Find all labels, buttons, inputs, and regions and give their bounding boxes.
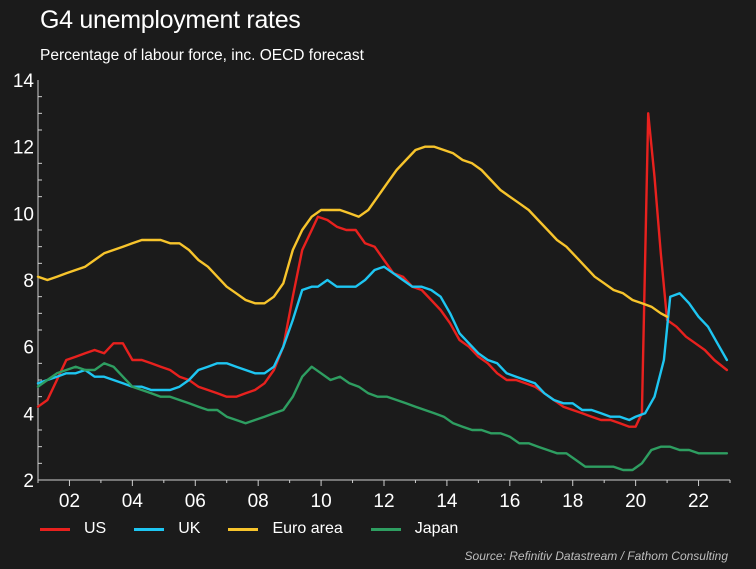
line-chart: 2 4 6 8 10 12 14 02 04 06 08 10 12 14 16 18 20 22 [13,71,731,512]
x-tick-label: 16 [499,491,520,512]
x-tick-label: 08 [248,491,269,512]
x-tick-label: 18 [562,491,583,512]
x-tick-label: 04 [122,491,144,512]
legend-label: Euro area [272,520,343,537]
series-line-euro-area [36,145,669,318]
y-tick-label: 14 [13,71,35,92]
source-note: Source: Refinitiv Datastream / Fathom Co… [464,549,728,563]
series-line-japan [36,362,729,472]
x-tick-label: 02 [59,491,80,512]
legend-item-us: US [40,520,106,538]
x-tick-label: 10 [311,491,332,512]
series-line-us [36,112,729,428]
y-tick-label: 12 [13,138,34,159]
y-tick-label: 4 [23,404,34,425]
legend-swatch [40,527,70,531]
y-tick-label: 10 [13,204,34,225]
x-tick-label: 20 [625,491,646,512]
chart-axes: 2 4 6 8 10 12 14 02 04 06 08 10 12 14 16 18 20 22 [13,71,731,512]
chart-title: G4 unemployment rates [40,6,301,34]
x-tick-label: 06 [185,491,206,512]
legend-swatch [370,527,401,531]
legend-item-japan: Japan [370,520,459,538]
legend-item-uk: UK [134,520,200,538]
legend-swatch [134,527,165,531]
legend-swatch [228,527,259,531]
legend-label: US [84,520,107,537]
y-tick-label: 6 [23,338,34,359]
y-tick-label: 2 [23,471,34,492]
series-layer [36,112,729,472]
chart-legend: US UK Euro area Japan [40,520,486,538]
chart-subtitle: Percentage of labour force, inc. OECD fo… [40,47,364,64]
x-tick-label: 12 [373,491,394,512]
x-tick-label: 22 [688,491,709,512]
x-tick-label: 14 [436,491,458,512]
legend-label: UK [178,520,201,537]
y-tick-label: 8 [23,271,34,292]
series-line-uk [36,265,729,422]
legend-item-euro-area: Euro area [228,520,343,538]
legend-label: Japan [414,520,459,537]
